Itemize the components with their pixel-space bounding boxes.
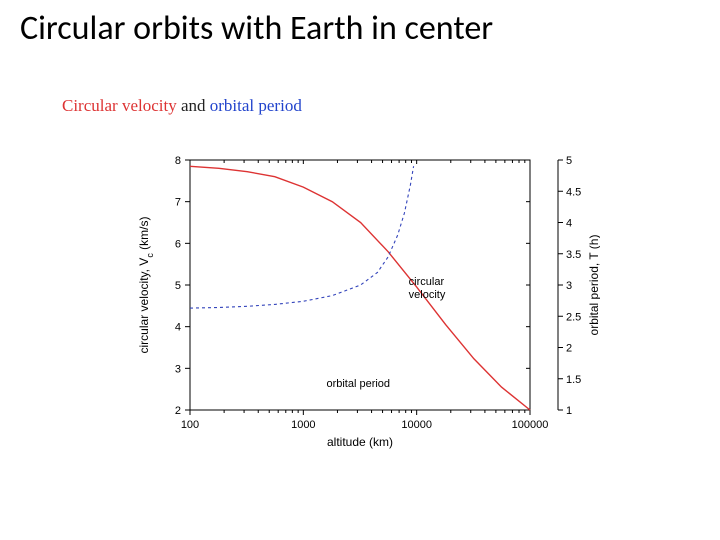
svg-text:circular velocity, Vc (km/s): circular velocity, Vc (km/s): [137, 217, 155, 354]
svg-text:1.5: 1.5: [566, 374, 581, 386]
chart-subtitle: Circular velocity and orbital period: [62, 96, 302, 116]
svg-text:2.5: 2.5: [566, 311, 581, 323]
svg-text:orbital period, T (h): orbital period, T (h): [587, 235, 600, 336]
svg-text:3: 3: [566, 280, 572, 292]
svg-text:orbital period: orbital period: [326, 378, 390, 390]
svg-text:circular: circular: [409, 276, 445, 288]
svg-text:1000: 1000: [291, 419, 315, 431]
svg-text:100000: 100000: [512, 419, 549, 431]
page-title: Circular orbits with Earth in center: [20, 8, 493, 49]
velocity-period-chart: 100 1000 10000 100000 2 3 4 5 6 7 8 1 1.5 2 2.5 3 3.5 4 4.…: [120, 140, 600, 460]
svg-text:2: 2: [175, 405, 181, 417]
svg-text:velocity: velocity: [409, 289, 446, 301]
svg-text:100: 100: [181, 419, 199, 431]
svg-text:10000: 10000: [401, 419, 432, 431]
svg-text:3: 3: [175, 363, 181, 375]
svg-text:4.5: 4.5: [566, 186, 581, 198]
svg-text:3.5: 3.5: [566, 249, 581, 261]
svg-text:5: 5: [566, 155, 572, 167]
svg-text:2: 2: [566, 343, 572, 355]
svg-text:7: 7: [175, 197, 181, 209]
svg-text:5: 5: [175, 280, 181, 292]
chart-container: 100 1000 10000 100000 2 3 4 5 6 7 8 1 1.5 2 2.5 3 3.5 4 4.…: [120, 140, 600, 460]
svg-text:4: 4: [566, 218, 572, 230]
svg-text:6: 6: [175, 238, 181, 250]
svg-text:altitude (km): altitude (km): [327, 435, 393, 449]
subtitle-joiner: and: [177, 96, 210, 115]
svg-text:4: 4: [175, 322, 181, 334]
svg-text:8: 8: [175, 155, 181, 167]
subtitle-period: orbital period: [210, 96, 302, 115]
subtitle-velocity: Circular velocity: [62, 96, 177, 115]
svg-text:1: 1: [566, 405, 572, 417]
